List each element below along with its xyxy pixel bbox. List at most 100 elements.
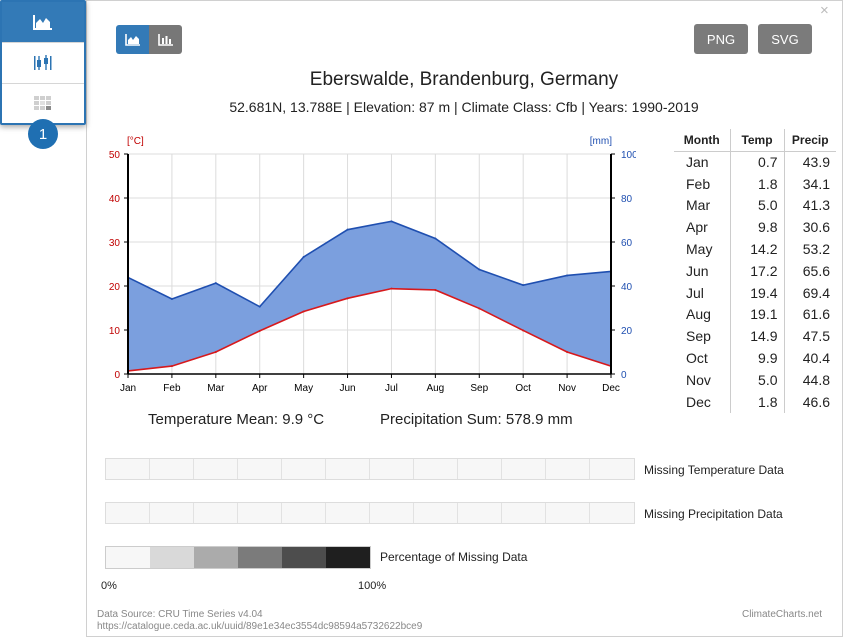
temp-cell: 1.8 <box>729 390 784 413</box>
table-row: Oct 9.9 40.4 <box>674 347 836 369</box>
temp-cell: 9.8 <box>729 216 784 239</box>
missing-data-legend-label: Percentage of Missing Data <box>380 550 528 564</box>
x-tick-label: Aug <box>426 383 444 394</box>
area-chart-icon <box>33 15 52 30</box>
missing-data-cell <box>546 503 590 523</box>
missing-data-cell <box>370 503 414 523</box>
precipitation-point <box>170 297 173 300</box>
area-view-button[interactable] <box>116 25 149 54</box>
month-cell: Feb <box>686 175 711 192</box>
missing-data-cell <box>194 503 238 523</box>
month-cell: May <box>686 241 713 258</box>
precip-cell: 69.4 <box>783 281 836 304</box>
chart-type-toggle <box>116 25 182 54</box>
right-axis-unit: [mm] <box>590 136 612 147</box>
x-tick-label: Jun <box>339 383 355 394</box>
precip-cell: 61.6 <box>783 303 836 326</box>
legend-min-label: 0% <box>101 580 117 592</box>
legend-max-label: 100% <box>358 580 387 592</box>
temperature-point <box>170 365 173 368</box>
temperature-point <box>346 297 349 300</box>
precipitation-point <box>346 228 349 231</box>
precipitation-point <box>522 284 525 287</box>
precip-cell: 41.3 <box>783 194 836 217</box>
missing-data-cell <box>590 503 634 523</box>
x-tick-label: Feb <box>163 383 181 394</box>
missing-data-cell <box>150 459 194 479</box>
download-svg-button[interactable]: SVG <box>758 24 812 54</box>
left-tick-label: 20 <box>109 282 121 293</box>
chart-title: Eberswalde, Brandenburg, Germany <box>309 69 619 90</box>
x-tick-label: Jan <box>120 383 136 394</box>
legend-swatch <box>282 547 326 568</box>
precipitation-point <box>566 274 569 277</box>
table-row: Nov 5.0 44.8 <box>674 368 836 391</box>
missing-data-cell <box>238 459 282 479</box>
temp-cell: 19.1 <box>729 303 784 326</box>
temperature-point <box>214 351 217 353</box>
temperature-point <box>390 287 393 290</box>
sidebar-climate-chart-button[interactable] <box>2 2 84 42</box>
temperature-mean: Temperature Mean: 9.9 °C <box>148 411 325 428</box>
sidebar-boxplot-button[interactable] <box>2 42 84 82</box>
download-png-button[interactable]: PNG <box>694 24 748 54</box>
table-row: Aug 19.1 61.6 <box>674 303 836 326</box>
data-source-url[interactable]: https://catalogue.ceda.ac.uk/uuid/89e1e3… <box>97 621 423 632</box>
precip-cell: 65.6 <box>783 259 836 282</box>
chart-subtitle: 52.681N, 13.788E | Elevation: 87 m | Cli… <box>229 99 699 115</box>
step-badge: 1 <box>28 119 58 149</box>
x-tick-label: Dec <box>602 383 620 394</box>
missing-data-cell <box>282 503 326 523</box>
header-temp: Temp <box>729 129 784 152</box>
right-tick-label: 100 <box>621 150 636 161</box>
climate-table: Month Temp Precip Jan 0.7 43.9 Feb 1.8 34.1 Ma… <box>674 129 836 413</box>
left-tick-label: 40 <box>109 194 121 205</box>
boxplot-icon <box>34 54 52 70</box>
month-cell: Jun <box>686 262 709 279</box>
missing-data-cell <box>458 459 502 479</box>
header-month: Month <box>674 129 730 152</box>
legend-swatch <box>194 547 238 568</box>
bar-view-button[interactable] <box>149 25 182 54</box>
temperature-line <box>127 287 612 372</box>
missing-temperature-grid <box>105 458 635 480</box>
precipitation-point <box>302 255 305 258</box>
right-tick-label: 0 <box>621 370 627 381</box>
missing-data-cell <box>414 503 458 523</box>
table-header-row: Month Temp Precip <box>674 129 836 152</box>
legend-swatch <box>106 547 150 568</box>
precip-cell: 44.8 <box>783 368 836 391</box>
precipitation-point <box>478 268 481 271</box>
missing-temperature-label: Missing Temperature Data <box>644 463 784 477</box>
temp-cell: 5.0 <box>729 194 784 217</box>
climate-chart: 0 10 20 30 40 50 0 20 40 60 80 100 Jan Feb Mar Apr May Ju… <box>109 136 636 394</box>
humid-area-fill <box>128 221 611 371</box>
table-body: Jan 0.7 43.9 Feb 1.8 34.1 Mar 5.0 41.3 Apr 9.8 30.6… <box>674 151 836 413</box>
brand-link[interactable]: ClimateCharts.net <box>742 609 823 620</box>
missing-data-cell <box>106 459 150 479</box>
precipitation-point <box>214 282 217 285</box>
x-tick-label: Mar <box>207 383 225 394</box>
x-tick-label: May <box>294 383 313 394</box>
temp-cell: 0.7 <box>729 151 784 173</box>
missing-precipitation-grid <box>105 502 635 524</box>
temp-cell: 9.9 <box>729 347 784 369</box>
right-tick-label: 80 <box>621 194 633 205</box>
left-tick-label: 10 <box>109 326 121 337</box>
table-row: Apr 9.8 30.6 <box>674 216 836 239</box>
right-tick-label: 20 <box>621 326 633 337</box>
temperature-point <box>566 351 569 353</box>
legend-swatch <box>326 547 370 568</box>
month-cell: Sep <box>686 328 711 345</box>
x-tick-label: Jul <box>385 383 398 394</box>
close-icon[interactable]: × <box>820 2 829 19</box>
temperature-point <box>434 288 437 291</box>
temperature-point <box>522 329 525 332</box>
legend-swatch <box>150 547 194 568</box>
month-cell: Jan <box>686 154 709 171</box>
month-cell: Jul <box>686 284 704 301</box>
left-tick-label: 30 <box>109 238 121 249</box>
sidebar-heatmap-button[interactable] <box>2 83 84 123</box>
table-row: May 14.2 53.2 <box>674 238 836 260</box>
precipitation-point <box>390 220 393 223</box>
